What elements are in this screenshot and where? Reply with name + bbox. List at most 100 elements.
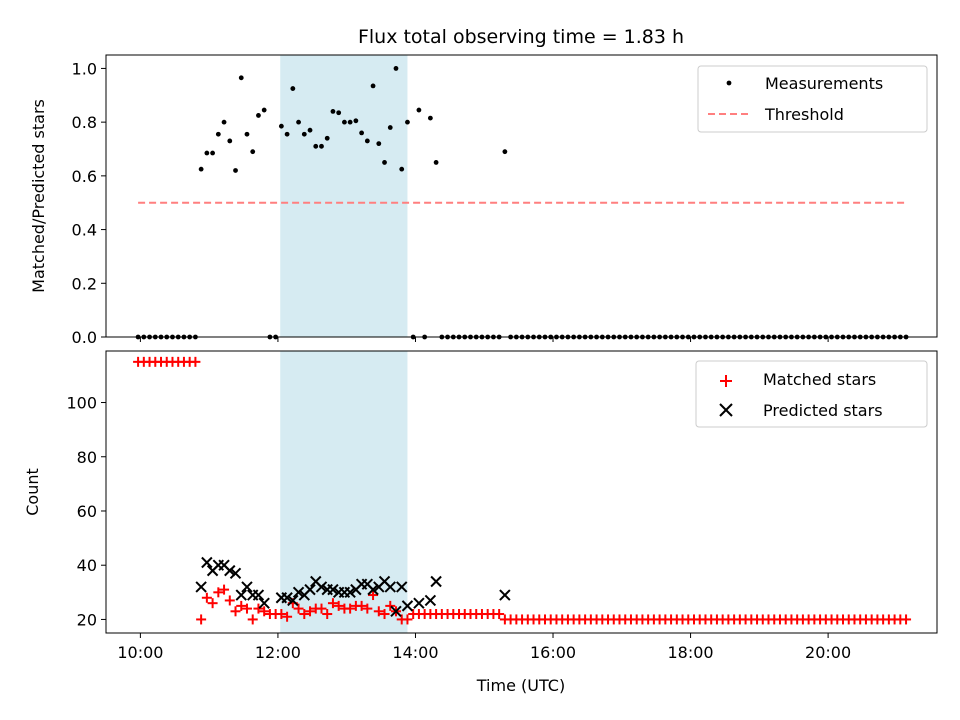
predicted-star-point [287,594,299,607]
x-stroke-b [499,589,511,601]
x-stroke-b [315,581,328,593]
matched-star-point [379,609,390,620]
measurement-point [416,107,422,113]
measurement-point [376,141,382,147]
y-tick-label: 0.8 [72,113,97,132]
measurement-point [382,160,387,165]
y-tick-label: 0.0 [72,328,97,347]
matched-star-point [305,606,316,617]
matched-star-point [190,356,201,367]
predicted-star-point [384,581,396,593]
matched-star-point [385,600,396,611]
predicted-star-point [413,597,425,609]
y-tick-label: 60 [77,502,97,521]
x-stroke-b [378,575,391,588]
bottom-legend-box [695,360,928,428]
matched-star-point [276,609,287,620]
x-stroke-b [413,597,425,609]
predicted-star-point [344,586,356,599]
legend-matched-marker [720,375,732,387]
measurement-point [393,66,399,71]
predicted-star-point [430,575,442,588]
matched-star-point [901,614,912,625]
measurement-point [347,119,353,125]
y-tick-label: 100 [66,394,97,413]
matched-star-point [213,587,224,598]
matched-star-point [362,603,373,614]
top-panel: 0.0 0.2 0.4 0.6 0.8 1.0 Flux total observing … [29,26,938,347]
predicted-star-point [327,583,339,596]
x-tick-label: 12:00 [255,643,301,662]
measurement-point [433,160,439,165]
y-tick-label: 40 [77,556,97,575]
x-stroke-b [229,567,242,580]
matched-star-point [230,606,241,617]
x-stroke-b [195,581,207,593]
measurement-point [290,86,296,91]
measurement-point [215,131,221,137]
matched-star-point [282,611,293,622]
y-tick-label: 0.2 [72,274,97,293]
matched-star-point [207,598,218,609]
measurement-point [324,135,330,141]
predicted-star-point [390,605,402,618]
predicted-star-point [292,586,305,599]
x-tick-label: 14:00 [392,643,438,662]
predicted-star-point [235,589,247,601]
measurement-point [221,119,227,125]
x-stroke-b [401,600,414,612]
predicted-star-point [315,581,328,593]
matched-star-point [224,595,235,606]
measurement-point [342,119,347,125]
x-stroke-b [367,583,379,596]
matched-star-point [259,606,270,617]
measurement-point [364,138,370,144]
matched-star-point [293,603,304,614]
x-stroke-b [310,575,322,588]
measurement-point [256,113,261,118]
top-shaded-span [280,55,408,337]
matched-star-point [356,600,367,611]
x-tick-label: 10:00 [117,643,163,662]
measurement-point [261,107,267,113]
bottom-panel: 20 40 60 80 100 10:00 12:00 14:00 16:00 18:00 20:0… [23,350,938,695]
matched-star-point [236,600,247,611]
measurement-point [278,123,284,129]
x-stroke-b [396,581,408,593]
top-y-axis-label: Matched/Predicted stars [29,99,48,293]
predicted-star-point [224,564,236,577]
top-axis-ticks: 0.0 0.2 0.4 0.6 0.8 1.0 [72,59,829,347]
x-stroke-b [241,581,253,593]
measurement-point [250,149,256,155]
x-stroke-b [361,578,374,590]
predicted-star-point [229,567,242,580]
y-tick-label: 20 [77,610,97,629]
measurement-point [353,118,359,124]
x-stroke-b [327,583,339,596]
matched-star-point [299,609,310,620]
predicted-star-point [499,589,511,601]
x-stroke-b [384,581,396,593]
x-tick-label: 16:00 [530,643,576,662]
predicted-star-point [241,581,253,593]
legend-threshold-label: Threshold [764,105,844,124]
predicted-star-point [424,594,437,607]
measurement-point [399,166,405,172]
predicted-star-point [401,600,414,612]
y-tick-label: 0.6 [72,167,97,186]
predicted-star-point [258,597,270,609]
matched-star-point [402,614,413,625]
measurement-point [427,115,433,121]
matched-star-point [327,598,338,609]
bottom-axes-frame [105,350,938,634]
x-stroke-b [218,559,230,571]
x-stroke-b [424,594,437,607]
bottom-y-axis-label: Count [23,468,42,516]
measurement-point [387,125,393,130]
measurement-point [301,131,307,137]
measurement-point [233,168,238,173]
measurement-point [204,150,210,156]
bottom-axis-ticks: 20 40 60 80 100 10:00 12:00 14:00 16:00 18:00 20:0… [66,394,851,662]
measurement-point [210,150,215,156]
